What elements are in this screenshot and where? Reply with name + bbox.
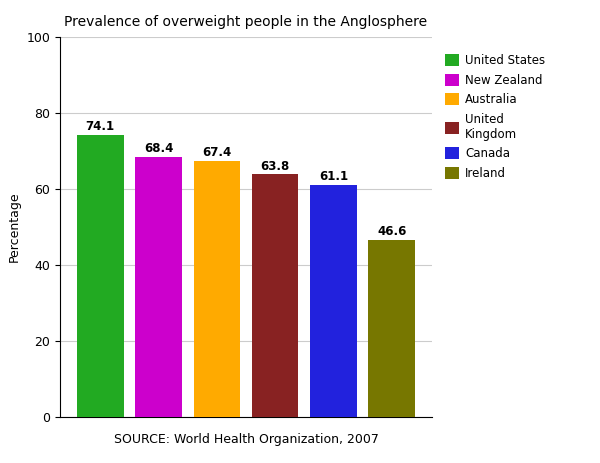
Bar [194, 161, 240, 417]
Bar [135, 157, 182, 417]
Text: 46.6: 46.6 [377, 225, 406, 238]
Legend: United States, New Zealand, Australia, United
Kingdom, Canada, Ireland: United States, New Zealand, Australia, U… [442, 50, 549, 183]
Text: 68.4: 68.4 [144, 142, 173, 155]
Text: 63.8: 63.8 [260, 160, 290, 173]
Bar [310, 185, 357, 417]
Bar [77, 135, 124, 417]
Title: Prevalence of overweight people in the Anglosphere: Prevalence of overweight people in the A… [64, 15, 428, 29]
Text: 61.1: 61.1 [319, 170, 348, 183]
Bar [368, 240, 415, 417]
Text: 67.4: 67.4 [202, 146, 232, 159]
X-axis label: SOURCE: World Health Organization, 2007: SOURCE: World Health Organization, 2007 [113, 432, 379, 446]
Y-axis label: Percentage: Percentage [8, 192, 21, 262]
Bar [252, 175, 298, 417]
Text: 74.1: 74.1 [86, 120, 115, 133]
